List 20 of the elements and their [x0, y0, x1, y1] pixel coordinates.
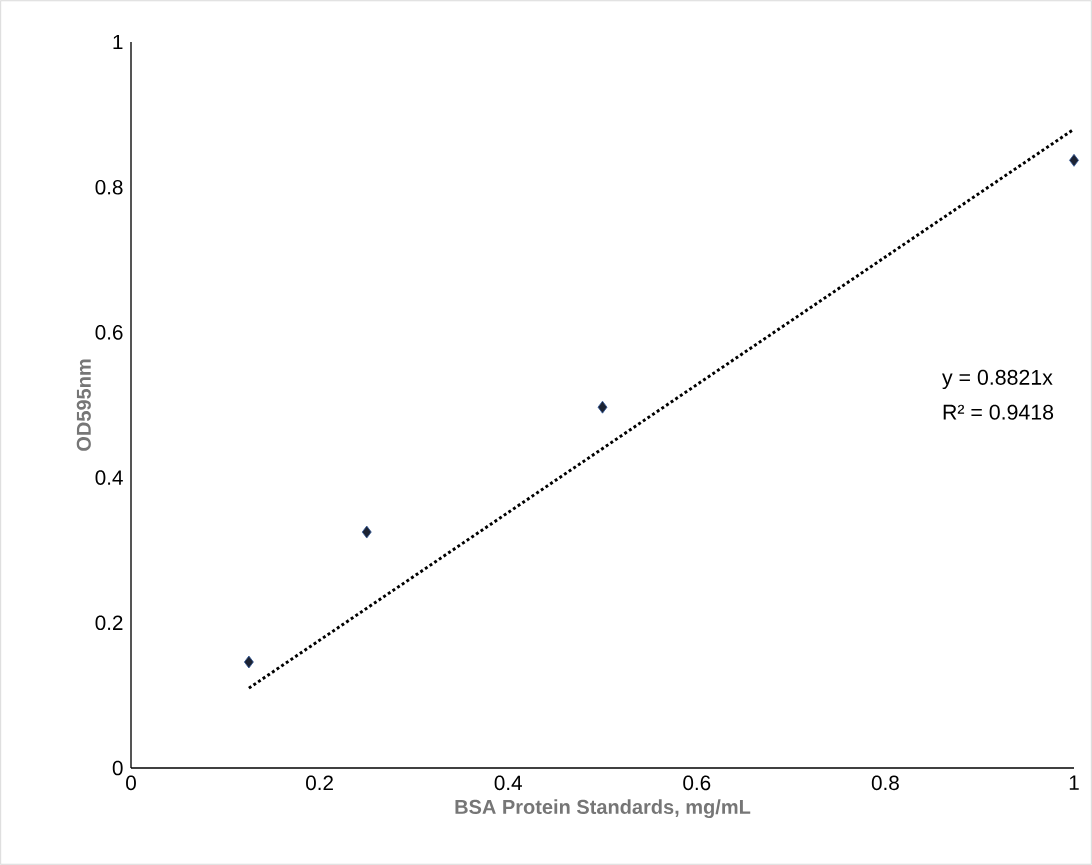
x-tick-label: 0.8: [871, 775, 899, 791]
y-tick-label: 1: [113, 34, 123, 50]
point: [243, 655, 254, 669]
y-axis-title: OD595nm: [76, 359, 91, 451]
y-tick-label: 0.4: [95, 470, 123, 485]
x-axis-title: BSA Protein Standards, mg/mL: [455, 799, 751, 819]
y-tick-label: 0.6: [95, 325, 123, 340]
y-tick-label: 0.8: [95, 179, 123, 195]
point: [597, 400, 608, 414]
y-tick-label: 0.2: [95, 615, 123, 631]
x-tick-label: 1: [1069, 775, 1079, 790]
x-tick-label: 0: [126, 775, 136, 791]
x-tick-label: 0.2: [306, 775, 333, 791]
x-tick-label: 0.4: [494, 775, 522, 791]
annotation: R² = 0.9418: [943, 404, 1054, 420]
y-tick-label: 0: [112, 760, 123, 776]
point: [1069, 153, 1079, 167]
point: [361, 525, 372, 539]
annotation: y = 0.8821x: [942, 369, 1053, 390]
x-tick-label: 0.6: [683, 775, 711, 791]
